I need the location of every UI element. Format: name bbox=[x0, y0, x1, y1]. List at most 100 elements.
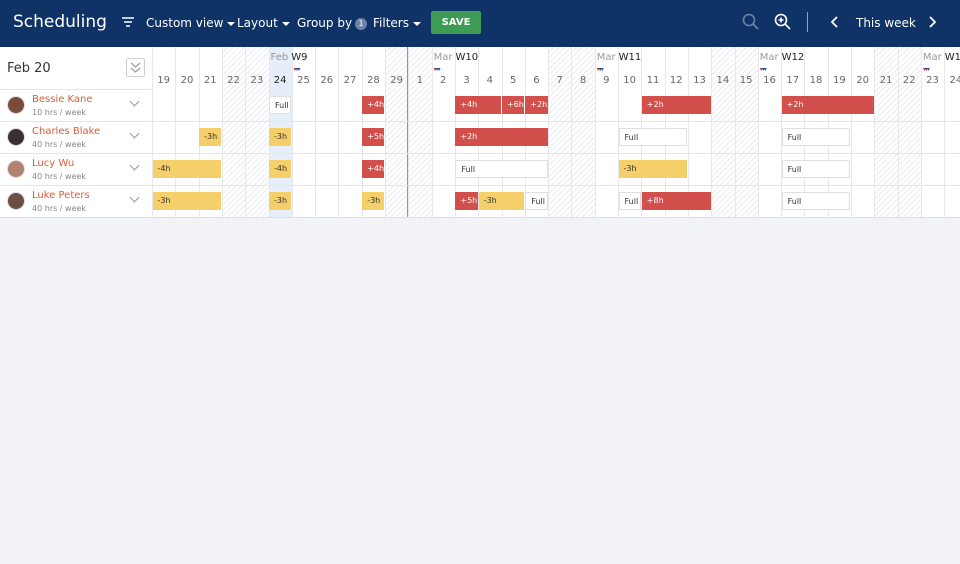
filters-label: Filters bbox=[373, 16, 409, 30]
avatar bbox=[7, 128, 25, 146]
allocation-block[interactable]: -3h bbox=[152, 192, 222, 210]
range-label[interactable]: This week bbox=[856, 16, 916, 30]
allocation-block[interactable]: Full bbox=[781, 128, 851, 146]
day-column bbox=[594, 47, 619, 217]
day-label: 17 bbox=[786, 75, 800, 86]
day-label: 11 bbox=[646, 75, 660, 86]
allocation-block[interactable]: -3h bbox=[618, 160, 688, 178]
person-name[interactable]: Luke Peters bbox=[32, 190, 90, 201]
person-name[interactable]: Charles Blake bbox=[32, 126, 101, 137]
day-column bbox=[851, 47, 875, 217]
allocation-block[interactable]: +2h bbox=[781, 96, 874, 114]
allocation-block[interactable]: +4h bbox=[455, 96, 501, 114]
allocation-block[interactable]: -3h bbox=[199, 128, 222, 146]
now-line bbox=[407, 47, 409, 217]
allocation-block[interactable]: +4h bbox=[362, 160, 385, 178]
day-label: 21 bbox=[879, 75, 893, 86]
prev-button[interactable] bbox=[830, 16, 840, 28]
layout-label: Layout bbox=[237, 16, 278, 30]
day-label: 15 bbox=[739, 75, 753, 86]
person-name[interactable]: Lucy Wu bbox=[32, 158, 75, 169]
day-label: 7 bbox=[556, 75, 563, 86]
week-month: Feb bbox=[270, 52, 289, 63]
day-label: 14 bbox=[716, 75, 730, 86]
allocation-block[interactable]: +8h bbox=[641, 192, 711, 210]
day-label: 10 bbox=[623, 75, 637, 86]
holiday-flags: ▾▾▾ bbox=[922, 66, 930, 73]
day-label: 18 bbox=[809, 75, 823, 86]
zoom-out[interactable] bbox=[742, 13, 760, 31]
next-button[interactable] bbox=[927, 16, 937, 28]
day-column bbox=[757, 47, 782, 217]
day-label: 28 bbox=[366, 75, 380, 86]
save-button[interactable]: SAVE bbox=[431, 11, 481, 34]
week-number: W10 bbox=[455, 52, 479, 63]
allocation-block[interactable]: +2h bbox=[455, 128, 548, 146]
allocation-block[interactable]: +2h bbox=[525, 96, 548, 114]
day-column bbox=[408, 47, 433, 217]
day-label: 13 bbox=[693, 75, 706, 86]
filter-icon bbox=[122, 17, 134, 27]
allocation-block[interactable]: Full bbox=[781, 192, 851, 210]
allocation-block[interactable]: +5h bbox=[362, 128, 385, 146]
day-label: 21 bbox=[203, 75, 217, 86]
day-label: 3 bbox=[463, 75, 470, 86]
day-column bbox=[385, 47, 410, 217]
week-header: Feb W9 bbox=[271, 52, 308, 63]
group-by-label: Group by bbox=[297, 16, 353, 30]
allocation-block[interactable]: -4h bbox=[269, 160, 292, 178]
allocation-block[interactable]: Full bbox=[455, 160, 548, 178]
person-name[interactable]: Bessie Kane bbox=[32, 94, 93, 105]
allocation-block[interactable]: +4h bbox=[362, 96, 385, 114]
week-header: MarW13 bbox=[923, 52, 960, 63]
filters-menu[interactable]: Filters bbox=[373, 16, 421, 30]
allocation-block[interactable]: -3h bbox=[362, 192, 385, 210]
day-column bbox=[711, 47, 736, 217]
day-label: 24 bbox=[949, 75, 960, 86]
allocation-block[interactable]: Full bbox=[525, 192, 548, 210]
week-header: Mar W11 bbox=[597, 52, 642, 63]
allocation-block[interactable]: -4h bbox=[152, 160, 222, 178]
week-month: Mar bbox=[759, 52, 779, 63]
divider bbox=[807, 12, 808, 32]
allocation-block[interactable]: Full bbox=[618, 192, 641, 210]
allocation-block[interactable]: -3h bbox=[478, 192, 525, 210]
day-column bbox=[338, 47, 362, 217]
timeline: Feb 20 19 20 21 22 23 24 25 26 27 28 29 1 2 3 4 5 6 7 8 9 10… bbox=[0, 47, 960, 218]
allocation-block[interactable]: +6h bbox=[502, 96, 525, 114]
expand-icon[interactable] bbox=[129, 128, 140, 139]
day-column bbox=[874, 47, 899, 217]
expand-icon[interactable] bbox=[129, 160, 140, 171]
person-hours: 10 hrs / week bbox=[32, 108, 87, 117]
group-by-menu[interactable]: Group by 1 bbox=[297, 16, 368, 30]
day-column bbox=[571, 47, 596, 217]
allocation-block[interactable]: Full bbox=[781, 160, 851, 178]
day-label: 8 bbox=[579, 75, 587, 86]
date-label: Feb 20 bbox=[7, 61, 51, 76]
expand-icon[interactable] bbox=[129, 192, 140, 203]
layout-menu[interactable]: Layout bbox=[237, 16, 290, 30]
day-label: 26 bbox=[320, 75, 334, 86]
allocation-block[interactable]: Full bbox=[269, 96, 292, 114]
day-column bbox=[687, 47, 712, 217]
row-line bbox=[0, 153, 960, 154]
custom-view-menu[interactable]: Custom view bbox=[146, 16, 236, 30]
zoom-in[interactable] bbox=[774, 13, 792, 31]
avatar bbox=[7, 160, 25, 178]
allocation-block[interactable]: +2h bbox=[641, 96, 711, 114]
row-line bbox=[0, 121, 960, 122]
expand-icon[interactable] bbox=[129, 96, 140, 107]
day-label: 9 bbox=[603, 75, 610, 86]
allocation-block[interactable]: Full bbox=[618, 128, 688, 146]
allocation-block[interactable]: -3h bbox=[269, 128, 292, 146]
holiday-flags: ▾▾▾ bbox=[596, 66, 604, 73]
person-hours: 40 hrs / week bbox=[32, 172, 87, 181]
day-column bbox=[175, 47, 199, 217]
allocation-block[interactable]: +5h bbox=[455, 192, 478, 210]
allocation-block[interactable]: -3h bbox=[269, 192, 292, 210]
top-bar: Scheduling Custom view Layout Group by 1 … bbox=[0, 0, 960, 47]
day-label: 6 bbox=[533, 75, 540, 86]
day-column bbox=[944, 47, 960, 217]
collapse-all[interactable] bbox=[126, 58, 145, 77]
